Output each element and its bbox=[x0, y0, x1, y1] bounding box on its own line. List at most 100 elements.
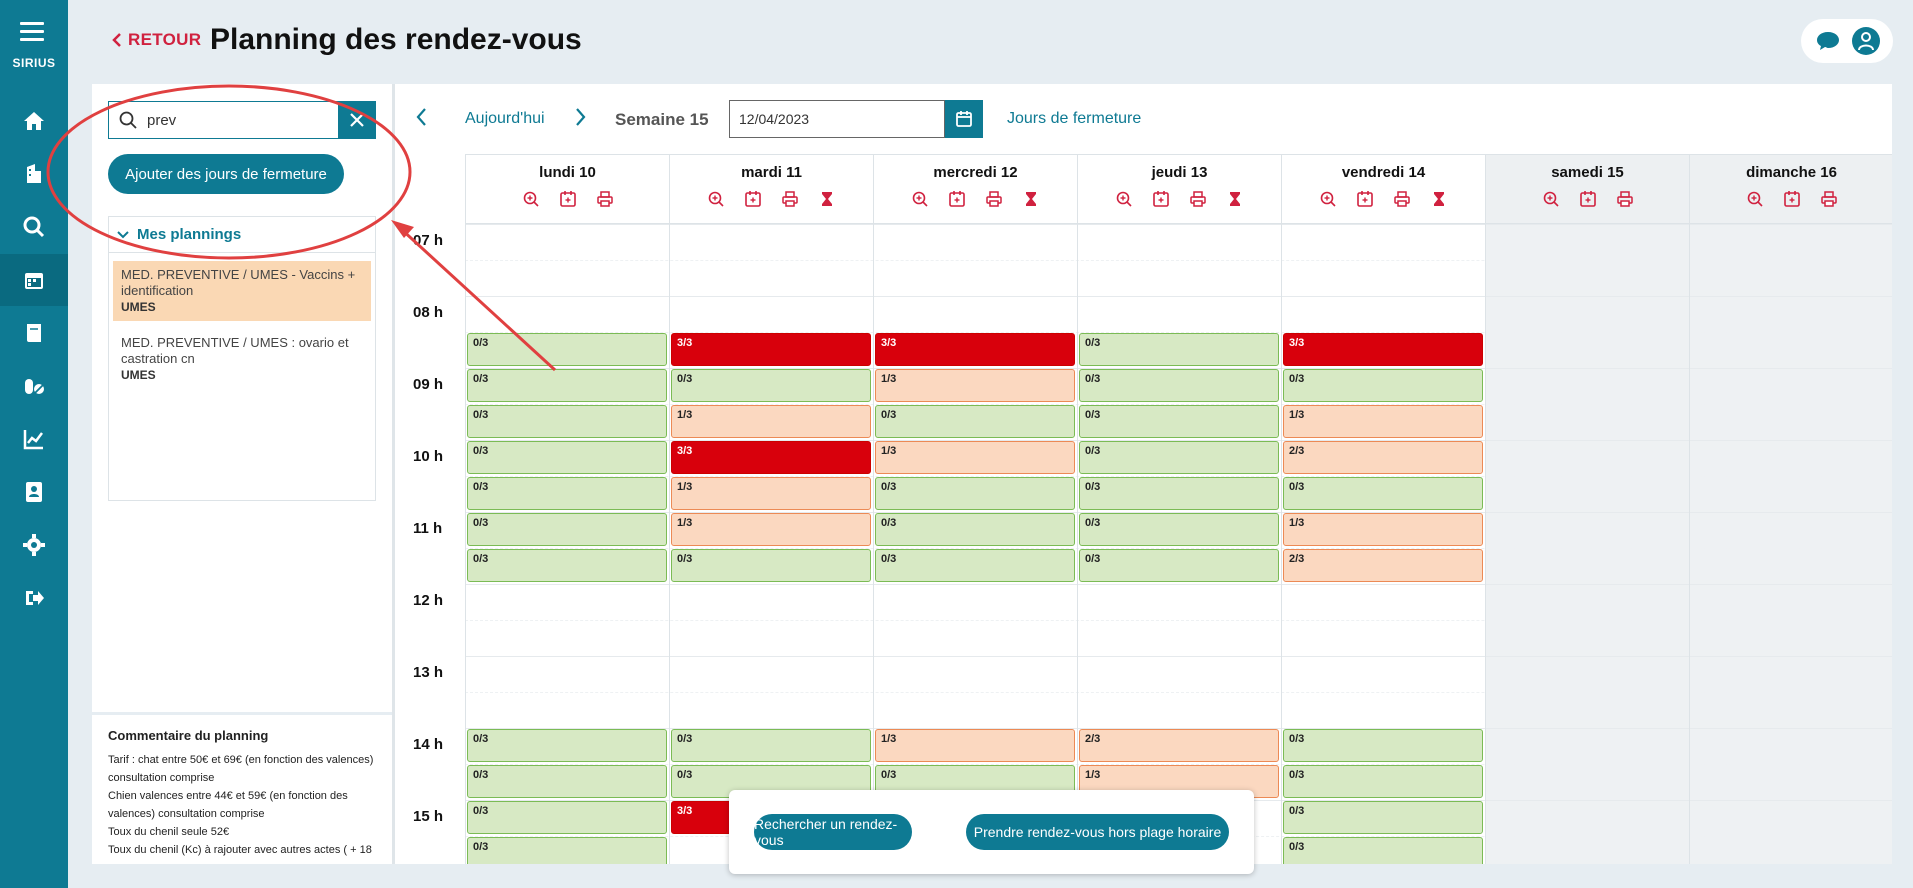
print-icon[interactable] bbox=[781, 190, 799, 208]
appointment-slot[interactable]: 0/3 bbox=[467, 369, 667, 402]
appointment-slot[interactable]: 0/3 bbox=[467, 801, 667, 834]
appointment-slot[interactable]: 0/3 bbox=[467, 549, 667, 582]
print-icon[interactable] bbox=[1616, 190, 1634, 208]
appointment-slot[interactable]: 3/3 bbox=[875, 333, 1075, 366]
appointment-slot[interactable]: 1/3 bbox=[875, 729, 1075, 762]
appointment-slot[interactable]: 2/3 bbox=[1079, 729, 1279, 762]
zoom-in-icon[interactable] bbox=[522, 190, 540, 208]
appointment-slot[interactable]: 0/3 bbox=[1283, 837, 1483, 864]
print-icon[interactable] bbox=[1820, 190, 1838, 208]
sidebar-item-building[interactable] bbox=[0, 148, 68, 200]
hourglass-icon[interactable] bbox=[1226, 190, 1244, 208]
planning-search-input[interactable]: prev bbox=[108, 101, 340, 139]
appointment-slot[interactable]: 1/3 bbox=[1283, 513, 1483, 546]
calendar-add-icon[interactable] bbox=[1783, 190, 1801, 208]
zoom-in-icon[interactable] bbox=[1746, 190, 1764, 208]
appointment-slot[interactable]: 0/3 bbox=[875, 405, 1075, 438]
appointment-slot[interactable]: 0/3 bbox=[1079, 441, 1279, 474]
today-button[interactable]: Aujourd'hui bbox=[465, 110, 545, 127]
add-closure-days-button[interactable]: Ajouter des jours de fermeture bbox=[108, 154, 344, 194]
appointment-slot[interactable]: 0/3 bbox=[875, 477, 1075, 510]
sidebar-item-book[interactable] bbox=[0, 307, 68, 359]
appointment-slot[interactable]: 1/3 bbox=[671, 405, 871, 438]
planning-title: MED. PREVENTIVE / UMES : ovario et castr… bbox=[121, 335, 349, 366]
zoom-in-icon[interactable] bbox=[1319, 190, 1337, 208]
appointment-slot[interactable]: 0/3 bbox=[875, 513, 1075, 546]
appointment-slot[interactable]: 0/3 bbox=[467, 405, 667, 438]
appointment-slot[interactable]: 0/3 bbox=[467, 477, 667, 510]
calendar-add-icon[interactable] bbox=[1356, 190, 1374, 208]
print-icon[interactable] bbox=[985, 190, 1003, 208]
date-input[interactable]: 12/04/2023 bbox=[729, 100, 945, 138]
appointment-slot[interactable]: 0/3 bbox=[467, 729, 667, 762]
previous-week-button[interactable] bbox=[415, 106, 429, 133]
print-icon[interactable] bbox=[1189, 190, 1207, 208]
zoom-in-icon[interactable] bbox=[1542, 190, 1560, 208]
my-plannings-toggle[interactable]: Mes plannings bbox=[109, 217, 375, 253]
out-of-hours-appointment-button[interactable]: Prendre rendez-vous hors plage horaire bbox=[966, 814, 1229, 850]
appointment-slot[interactable]: 0/3 bbox=[1079, 477, 1279, 510]
appointment-slot[interactable]: 3/3 bbox=[1283, 333, 1483, 366]
appointment-slot[interactable]: 0/3 bbox=[467, 333, 667, 366]
sidebar-item-pills[interactable] bbox=[0, 360, 68, 412]
appointment-slot[interactable]: 0/3 bbox=[671, 549, 871, 582]
appointment-slot[interactable]: 0/3 bbox=[1079, 369, 1279, 402]
closure-days-link[interactable]: Jours de fermeture bbox=[1007, 110, 1142, 127]
appointment-slot[interactable]: 0/3 bbox=[467, 837, 667, 864]
appointment-slot[interactable]: 0/3 bbox=[1079, 513, 1279, 546]
hamburger-menu-icon[interactable] bbox=[20, 22, 44, 41]
date-picker-button[interactable] bbox=[945, 100, 983, 138]
next-week-button[interactable] bbox=[573, 106, 587, 133]
appointment-slot[interactable]: 0/3 bbox=[1079, 549, 1279, 582]
appointment-slot[interactable]: 3/3 bbox=[671, 441, 871, 474]
zoom-in-icon[interactable] bbox=[1115, 190, 1133, 208]
calendar-add-icon[interactable] bbox=[948, 190, 966, 208]
hourglass-icon[interactable] bbox=[1022, 190, 1040, 208]
sidebar-item-chart[interactable] bbox=[0, 413, 68, 465]
sidebar-item-calendar[interactable] bbox=[0, 254, 68, 306]
appointment-slot[interactable]: 2/3 bbox=[1283, 441, 1483, 474]
appointment-slot[interactable]: 0/3 bbox=[671, 729, 871, 762]
appointment-slot[interactable]: 1/3 bbox=[875, 441, 1075, 474]
appointment-slot[interactable]: 0/3 bbox=[1283, 477, 1483, 510]
user-profile-icon[interactable] bbox=[1852, 27, 1880, 55]
planning-item[interactable]: MED. PREVENTIVE / UMES - Vaccins + ident… bbox=[113, 261, 371, 321]
zoom-in-icon[interactable] bbox=[911, 190, 929, 208]
calendar-add-icon[interactable] bbox=[559, 190, 577, 208]
appointment-slot[interactable]: 1/3 bbox=[1283, 405, 1483, 438]
calendar-add-icon[interactable] bbox=[1152, 190, 1170, 208]
appointment-slot[interactable]: 1/3 bbox=[671, 477, 871, 510]
appointment-slot[interactable]: 0/3 bbox=[1283, 369, 1483, 402]
appointment-slot[interactable]: 0/3 bbox=[1079, 333, 1279, 366]
appointment-slot[interactable]: 0/3 bbox=[1079, 405, 1279, 438]
zoom-in-icon[interactable] bbox=[707, 190, 725, 208]
sidebar-item-contact[interactable] bbox=[0, 466, 68, 518]
appointment-slot[interactable]: 2/3 bbox=[1283, 549, 1483, 582]
chat-icon[interactable] bbox=[1814, 27, 1842, 55]
appointment-slot[interactable]: 0/3 bbox=[1283, 801, 1483, 834]
clear-search-button[interactable] bbox=[338, 101, 376, 139]
calendar-add-icon[interactable] bbox=[1579, 190, 1597, 208]
back-button[interactable]: RETOUR bbox=[112, 30, 201, 50]
sidebar-item-search[interactable] bbox=[0, 201, 68, 253]
print-icon[interactable] bbox=[596, 190, 614, 208]
hourglass-icon[interactable] bbox=[1430, 190, 1448, 208]
search-appointment-button[interactable]: Rechercher un rendez-vous bbox=[754, 814, 912, 850]
appointment-slot[interactable]: 3/3 bbox=[671, 333, 871, 366]
calendar-add-icon[interactable] bbox=[744, 190, 762, 208]
sidebar-item-home[interactable] bbox=[0, 95, 68, 147]
appointment-slot[interactable]: 1/3 bbox=[875, 369, 1075, 402]
print-icon[interactable] bbox=[1393, 190, 1411, 208]
appointment-slot[interactable]: 0/3 bbox=[467, 765, 667, 798]
hourglass-icon[interactable] bbox=[818, 190, 836, 208]
sidebar-item-gear[interactable] bbox=[0, 519, 68, 571]
planning-item[interactable]: MED. PREVENTIVE / UMES : ovario et castr… bbox=[113, 329, 371, 389]
appointment-slot[interactable]: 0/3 bbox=[1283, 729, 1483, 762]
appointment-slot[interactable]: 1/3 bbox=[671, 513, 871, 546]
appointment-slot[interactable]: 0/3 bbox=[671, 369, 871, 402]
appointment-slot[interactable]: 0/3 bbox=[467, 513, 667, 546]
sidebar-item-logout[interactable] bbox=[0, 572, 68, 624]
appointment-slot[interactable]: 0/3 bbox=[875, 549, 1075, 582]
appointment-slot[interactable]: 0/3 bbox=[1283, 765, 1483, 798]
appointment-slot[interactable]: 0/3 bbox=[467, 441, 667, 474]
